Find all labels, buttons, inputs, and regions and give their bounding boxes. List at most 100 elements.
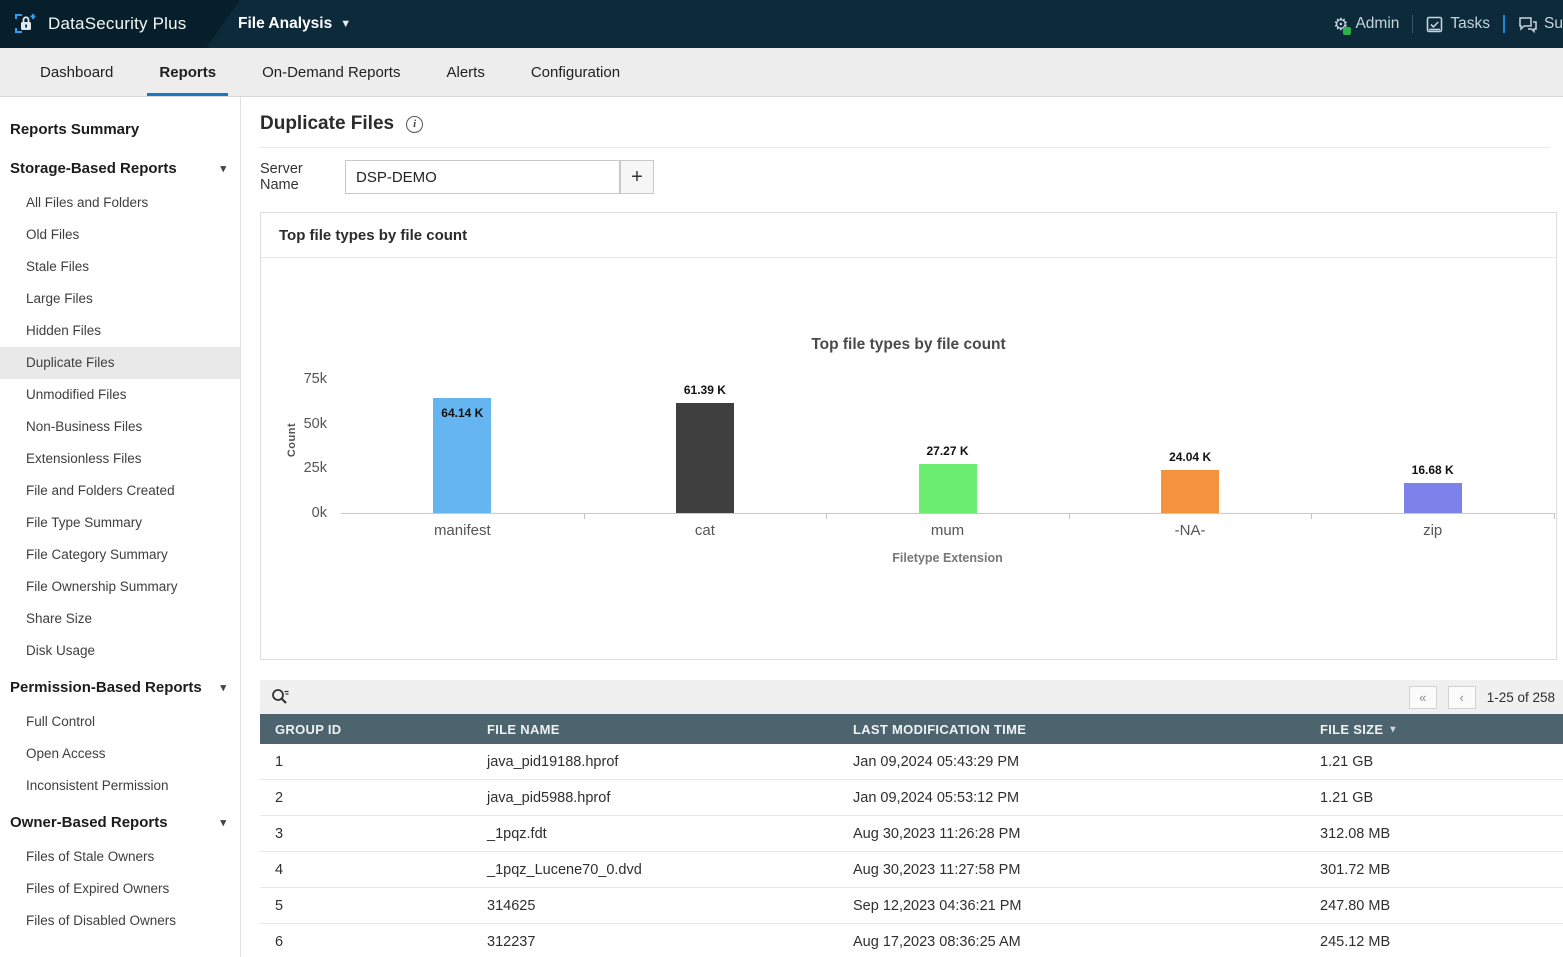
main-content: Duplicate Files i Server Name + Top file… <box>241 97 1563 957</box>
sidebar-item-hidden-files[interactable]: Hidden Files <box>26 323 102 338</box>
cell-file-name: java_pid19188.hprof <box>487 753 619 770</box>
column-header-file-name[interactable]: FILE NAME <box>472 722 838 737</box>
sidebar-item-files-of-expired-owners[interactable]: Files of Expired Owners <box>26 881 170 896</box>
page-title: Duplicate Files <box>260 113 395 134</box>
support-menu[interactable]: Su <box>1518 15 1563 33</box>
x-axis-tick <box>583 513 585 519</box>
chart-card: Top file types by file count Top file ty… <box>260 212 1557 660</box>
sidebar-item-non-business-files[interactable]: Non-Business Files <box>26 419 143 434</box>
cell-file-name: java_pid5988.hprof <box>487 789 611 806</box>
sidebar-item-files-of-stale-owners[interactable]: Files of Stale Owners <box>26 849 155 864</box>
sidebar-item-extensionless-files[interactable]: Extensionless Files <box>26 451 142 466</box>
table-toolbar: « ‹ 1-25 of 258 <box>260 680 1563 714</box>
chevron-down-icon: ▼ <box>340 18 352 30</box>
sidebar-item-files-of-disabled-owners[interactable]: Files of Disabled Owners <box>26 913 177 928</box>
tasks-menu[interactable]: Tasks <box>1426 15 1490 33</box>
sidebar-section-title: Permission-Based Reports <box>10 679 202 696</box>
cell-group-id: 3 <box>275 825 284 842</box>
sidebar-item-file-category-summary[interactable]: File Category Summary <box>26 547 168 562</box>
separator <box>1412 15 1414 33</box>
x-tick-label: manifest <box>433 522 491 539</box>
module-name: File Analysis <box>238 15 333 32</box>
tab-reports[interactable]: Reports <box>147 48 228 96</box>
x-tick-label: -NA- <box>1174 522 1206 539</box>
sidebar-section-permission-based-reports[interactable]: Permission-Based Reports ▾ <box>0 667 240 706</box>
bar-mum[interactable] <box>918 464 977 513</box>
sidebar-item-share-size[interactable]: Share Size <box>26 611 93 626</box>
sidebar-item-file-type-summary[interactable]: File Type Summary <box>26 515 143 530</box>
sidebar-item-unmodified-files[interactable]: Unmodified Files <box>26 387 127 402</box>
y-tick-label: 75k <box>303 371 327 387</box>
sidebar-item-stale-files[interactable]: Stale Files <box>26 259 90 274</box>
cell-file-size: 312.08 MB <box>1320 825 1391 842</box>
sidebar-item-all-files-and-folders[interactable]: All Files and Folders <box>26 195 149 210</box>
sidebar-item-full-control[interactable]: Full Control <box>26 714 96 729</box>
sidebar-item-duplicate-files[interactable]: Duplicate Files <box>0 347 240 379</box>
cell-group-id: 1 <box>275 753 284 770</box>
cell-file-size: 247.80 MB <box>1320 897 1391 914</box>
table-row: 2 java_pid5988.hprof Jan 09,2024 05:53:12 … <box>260 780 1563 816</box>
cell-file-size: 1.21 GB <box>1320 789 1374 806</box>
product-logo[interactable]: DataSecurity Plus <box>0 0 240 48</box>
column-header-file-size[interactable]: FILE SIZE ▾ <box>1305 722 1563 737</box>
tab-label: Alerts <box>446 63 485 81</box>
sidebar-item-file-ownership-summary[interactable]: File Ownership Summary <box>26 579 178 594</box>
search-icon[interactable] <box>270 687 290 707</box>
cell-file-name: _1pqz_Lucene70_0.dvd <box>487 861 642 878</box>
bar-value-label: 27.27 K <box>926 444 969 459</box>
sidebar-item-open-access[interactable]: Open Access <box>26 746 106 761</box>
module-switcher[interactable]: File Analysis ▼ <box>238 15 351 33</box>
y-tick-label: 50k <box>303 415 327 432</box>
sidebar-section-owner-based-reports[interactable]: Owner-Based Reports ▾ <box>0 802 240 841</box>
sort-descending-icon[interactable]: ▾ <box>1390 723 1396 735</box>
tab-bar: Dashboard Reports On-Demand Reports Alerts C… <box>0 48 1563 97</box>
cell-file-name: _1pqz.fdt <box>487 825 547 842</box>
sidebar-section-storage-based-reports[interactable]: Storage-Based Reports ▾ <box>0 148 240 187</box>
add-server-button[interactable]: + <box>620 160 654 194</box>
cell-group-id: 6 <box>275 933 284 950</box>
y-tick-label: 25k <box>303 460 327 477</box>
x-axis-line <box>341 513 1554 514</box>
pagination: « ‹ 1-25 of 258 <box>1408 685 1555 709</box>
cell-last-modification-time: Jan 09,2024 05:43:29 PM <box>853 753 1020 770</box>
prev-page-button[interactable]: ‹ <box>1447 685 1476 709</box>
tab-alerts[interactable]: Alerts <box>434 48 496 96</box>
support-label: Su <box>1544 15 1563 32</box>
server-name-input[interactable] <box>345 160 620 194</box>
tab-configuration[interactable]: Configuration <box>519 48 632 96</box>
tab-label: Configuration <box>530 63 621 81</box>
tasks-label: Tasks <box>1450 15 1491 32</box>
cell-last-modification-time: Jan 09,2024 05:53:12 PM <box>853 789 1020 806</box>
gear-icon: ⚙ <box>1333 16 1352 35</box>
admin-label: Admin <box>1355 15 1400 32</box>
datasecurity-lock-icon <box>15 14 36 33</box>
tab-dashboard[interactable]: Dashboard <box>28 48 125 96</box>
info-icon[interactable]: i <box>406 115 424 133</box>
column-header-group-id[interactable]: GROUP ID <box>260 722 472 737</box>
first-page-button[interactable]: « <box>1408 685 1437 709</box>
sidebar-item-reports-summary[interactable]: Reports Summary <box>10 121 140 138</box>
chart-card-title: Top file types by file count <box>261 213 1556 258</box>
bar-value-label: 24.04 K <box>1169 450 1212 465</box>
topbar-actions: ⚙ Admin Tasks Su <box>1333 15 1563 35</box>
bar-zip[interactable] <box>1403 483 1462 513</box>
tab-label: On-Demand Reports <box>262 63 401 81</box>
bar-cat[interactable] <box>675 403 734 513</box>
bar-manifest[interactable] <box>433 398 492 513</box>
x-axis-title: Filetype Extension <box>892 551 1003 565</box>
sidebar-item-inconsistent-permission[interactable]: Inconsistent Permission <box>26 778 169 793</box>
sidebar-item-file-and-folders-created[interactable]: File and Folders Created <box>26 483 175 498</box>
sidebar-item-disk-usage[interactable]: Disk Usage <box>26 643 96 658</box>
x-axis-tick <box>1554 513 1555 519</box>
sidebar-item-old-files[interactable]: Old Files <box>26 227 80 242</box>
tab-label: Dashboard <box>40 63 114 81</box>
cell-last-modification-time: Aug 30,2023 11:27:58 PM <box>853 861 1021 878</box>
cell-last-modification-time: Aug 30,2023 11:26:28 PM <box>853 825 1021 842</box>
bar-na[interactable] <box>1161 470 1220 513</box>
admin-menu[interactable]: ⚙ Admin <box>1333 15 1400 35</box>
tab-on-demand-reports[interactable]: On-Demand Reports <box>250 48 412 96</box>
chart-plot: Top file types by file count Count 0k 25k 50… <box>261 258 1556 655</box>
column-header-last-modification-time[interactable]: LAST MODIFICATION TIME <box>838 722 1305 737</box>
sidebar-item-large-files[interactable]: Large Files <box>26 291 93 306</box>
